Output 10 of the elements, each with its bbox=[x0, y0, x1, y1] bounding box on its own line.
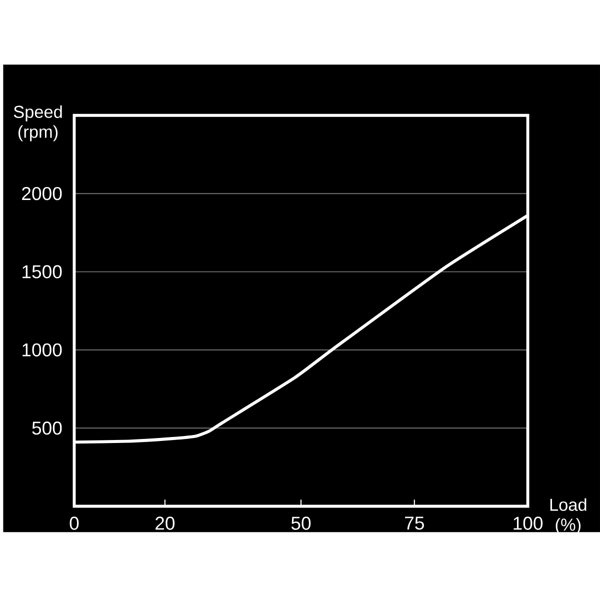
y-tick-label: 1000 bbox=[22, 343, 62, 357]
y-tick-label: 2000 bbox=[22, 187, 62, 200]
x-tick-label: 100 bbox=[514, 516, 543, 530]
y-tick-label: 500 bbox=[32, 422, 62, 435]
x-tick-label: 50 bbox=[291, 516, 311, 530]
y-tick-label: 1500 bbox=[22, 265, 62, 278]
y-axis-title: Speed (rpm) bbox=[14, 105, 62, 142]
x-tick-label: 75 bbox=[405, 516, 424, 530]
x-tick-label: 20 bbox=[156, 516, 175, 530]
x-tick-label: 0 bbox=[70, 516, 79, 530]
